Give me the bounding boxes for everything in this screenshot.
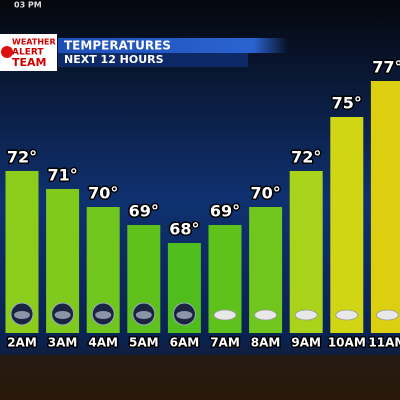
value-label: 70° <box>88 184 118 203</box>
chart-title: TEMPERATURES <box>64 39 171 53</box>
value-label: 75° <box>332 94 362 113</box>
chart-subtitle: NEXT 12 HOURS <box>64 53 164 66</box>
weather-icon <box>294 309 318 321</box>
bar <box>370 81 400 333</box>
weather-icon <box>54 311 71 319</box>
value-label: 72° <box>291 148 321 167</box>
brand-line: TEAM <box>12 56 46 69</box>
weather-icon <box>335 309 359 321</box>
logo-mark <box>1 46 13 58</box>
x-tick-label: 2AM <box>7 336 37 350</box>
x-tick-label: 8AM <box>251 336 281 350</box>
bar <box>289 171 323 333</box>
brand-line: ALERT <box>12 48 44 58</box>
x-tick-label: 5AM <box>129 336 159 350</box>
weather-icon <box>254 309 278 321</box>
plot: 72° 2AM 71° 3AM 70° 4AM 69° 5AM 68° 6AM 69° 7AM 70° 8… <box>5 56 400 351</box>
value-label: 71° <box>47 166 77 185</box>
x-tick-label: 10AM <box>328 336 366 350</box>
title-bar <box>58 38 288 53</box>
value-label: 77° <box>372 58 400 77</box>
brand-line: WEATHER <box>12 38 56 47</box>
value-label: 68° <box>169 220 199 239</box>
weather-icon <box>135 311 152 319</box>
value-label: 69° <box>129 202 159 221</box>
x-tick-label: 9AM <box>291 336 321 350</box>
weather-icon <box>176 311 193 319</box>
x-tick-label: 4AM <box>88 336 118 350</box>
bar <box>330 117 364 333</box>
weather-icon <box>375 309 399 321</box>
weather-icon <box>95 311 112 319</box>
value-label: 72° <box>7 148 37 167</box>
x-tick-label: 7AM <box>210 336 240 350</box>
x-tick-label: 11AM <box>368 336 400 350</box>
x-tick-label: 6AM <box>170 336 200 350</box>
value-label: 70° <box>250 184 280 203</box>
x-tick-label: 3AM <box>48 336 78 350</box>
weather-icon <box>14 311 30 319</box>
subtitle-bar <box>58 53 248 67</box>
weather-icon <box>213 309 237 321</box>
ground <box>0 355 400 400</box>
value-label: 69° <box>210 202 240 221</box>
timestamp: 03 PM <box>14 1 42 10</box>
